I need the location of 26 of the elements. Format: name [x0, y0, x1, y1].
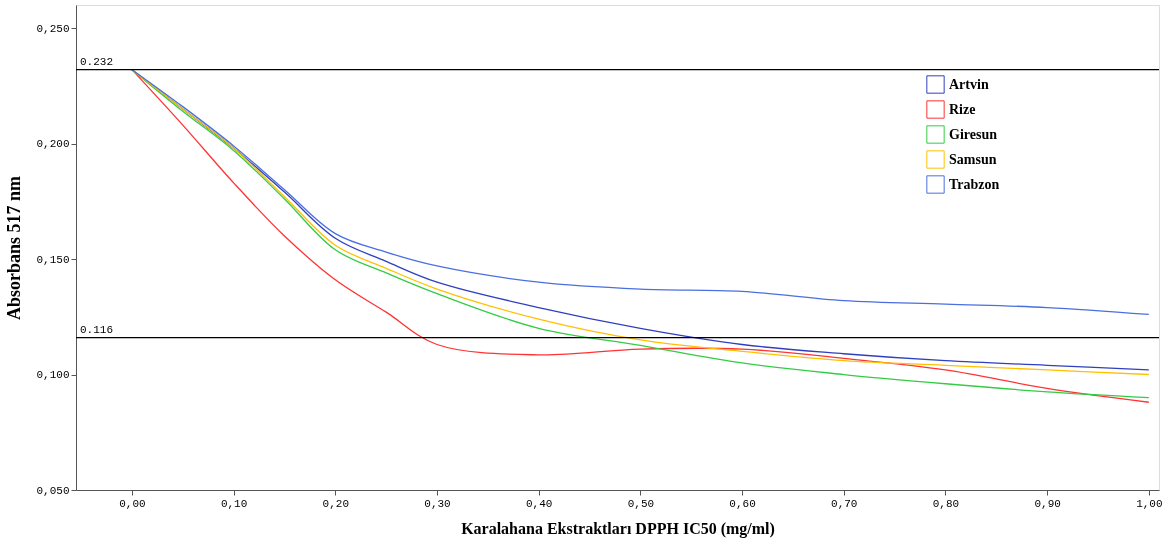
ref-line-label: 0.232: [80, 55, 114, 68]
legend-label: Rize: [949, 101, 976, 117]
x-tick-label: 0,20: [322, 497, 350, 510]
x-tick-label: 0,80: [932, 497, 960, 510]
y-tick-label: 0,200: [36, 138, 70, 151]
x-tick-label: 0,70: [831, 497, 858, 510]
x-tick-label: 0,50: [627, 497, 655, 510]
y-tick-label: 0,150: [36, 253, 70, 266]
legend-label: Trabzon: [949, 176, 1000, 192]
x-tick-label: 0,60: [729, 497, 756, 510]
x-axis-title: Karalahana Ekstraktları DPPH IC50 (mg/ml): [461, 519, 775, 538]
x-tick-label: 0,40: [525, 497, 553, 510]
y-axis-title: Absorbans 517 nm: [4, 175, 25, 321]
y-tick-label: 0,250: [36, 22, 70, 35]
y-tick-label: 0,100: [36, 369, 70, 382]
x-tick-label: 0,10: [220, 497, 248, 510]
x-tick-label: 0,00: [119, 497, 146, 510]
legend-label: Giresun: [949, 126, 998, 142]
legend-label: Artvin: [949, 76, 989, 92]
ref-line-label: 0.116: [80, 323, 114, 336]
y-tick-label: 0,050: [36, 484, 70, 497]
legend-label: Samsun: [949, 151, 997, 167]
x-tick-label: 1,00: [1136, 497, 1163, 510]
x-tick-label: 0,90: [1034, 497, 1061, 510]
x-tick-label: 0,30: [424, 497, 451, 510]
line-series: [131, 69, 1150, 316]
